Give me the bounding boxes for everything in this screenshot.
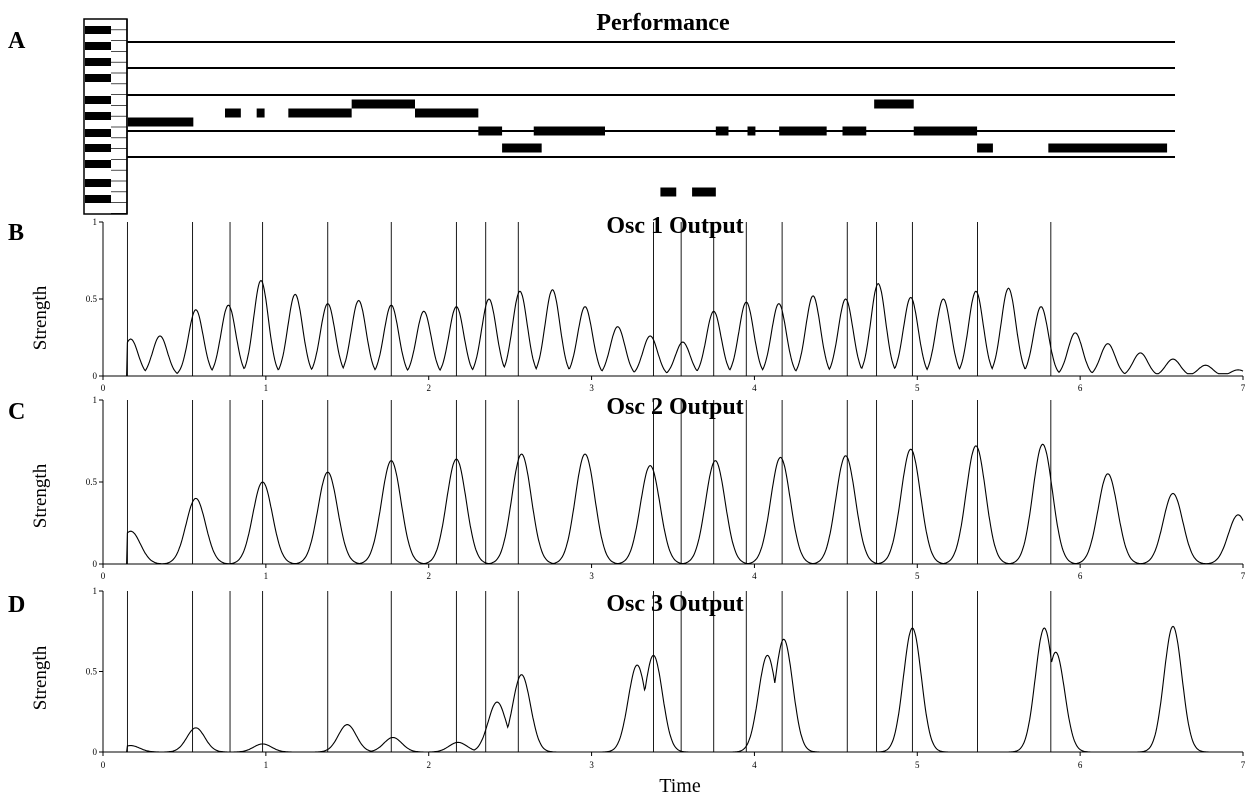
y-tick-label: 0.5	[86, 477, 98, 487]
panel-title-osc3: Osc 3 Output	[606, 591, 743, 617]
piano-keyboard	[83, 18, 128, 215]
x-tick-label: 2	[426, 760, 431, 770]
osc2-plot: 0 0.5 1 0 1 2 3 4 5 6 7	[86, 395, 1246, 581]
strength-curve	[103, 279, 1244, 377]
x-tick-label: 4	[752, 571, 757, 581]
note-bar	[533, 126, 605, 136]
x-tick-label: 1	[264, 571, 269, 581]
x-tick-label: 1	[264, 760, 269, 770]
x-tick-label: 0	[101, 760, 106, 770]
note-bar	[692, 187, 716, 197]
panel-title-performance: Performance	[596, 10, 730, 36]
panel-letter-a: A	[8, 28, 26, 54]
black-key	[85, 26, 111, 34]
x-tick-label: 7	[1241, 383, 1246, 393]
note-bar	[747, 126, 756, 136]
x-tick-label: 1	[264, 383, 269, 393]
black-key	[85, 112, 111, 120]
x-axis-label-time: Time	[659, 775, 701, 797]
osc1-panel: B Osc 1 Output Strength 0 0.5 1 0 1 2 3 4 5 6 7	[8, 213, 1246, 393]
y-tick-label: 0.5	[86, 294, 98, 304]
x-tick-label: 5	[915, 571, 920, 581]
x-tick-label: 6	[1078, 571, 1083, 581]
y-axis-label-osc2: Strength	[30, 463, 51, 528]
y-tick-label: 0	[93, 371, 98, 381]
x-tick-label: 4	[752, 760, 757, 770]
y-tick-label: 0.5	[86, 667, 98, 677]
x-tick-label: 3	[589, 571, 594, 581]
black-key	[85, 42, 111, 50]
x-tick-label: 7	[1241, 571, 1246, 581]
performance-panel: A Performance	[8, 10, 1175, 215]
note-bar	[128, 117, 194, 127]
note-bar	[351, 99, 415, 109]
note-bar	[256, 108, 265, 118]
x-tick-label: 5	[915, 383, 920, 393]
strength-curve	[103, 443, 1244, 565]
x-tick-label: 0	[101, 383, 106, 393]
panel-letter-b: B	[8, 220, 24, 246]
y-axis-label-osc3: Strength	[30, 645, 51, 710]
staff-lines	[127, 41, 1175, 158]
note-bar	[415, 108, 479, 118]
x-tick-label: 6	[1078, 383, 1083, 393]
panel-letter-c: C	[8, 399, 25, 425]
black-key	[85, 58, 111, 66]
note-bar	[478, 126, 503, 136]
y-tick-label: 0	[93, 747, 98, 757]
black-key	[85, 179, 111, 187]
note-bar	[288, 108, 352, 118]
black-key	[85, 96, 111, 104]
x-tick-label: 7	[1241, 760, 1246, 770]
note-bar	[874, 99, 914, 109]
y-tick-label: 1	[93, 395, 98, 405]
panel-title-osc2: Osc 2 Output	[606, 394, 743, 420]
black-key	[85, 160, 111, 168]
x-tick-label: 2	[426, 383, 431, 393]
note-bar	[1048, 143, 1168, 153]
black-key	[85, 195, 111, 203]
note-bar	[715, 126, 729, 136]
osc3-panel: D Osc 3 Output Strength 0 0.5 1 0 1 2 3 4 5 6 7 Ti…	[8, 586, 1246, 797]
panel-letter-d: D	[8, 592, 25, 618]
y-tick-label: 0	[93, 559, 98, 569]
note-bars	[128, 99, 1168, 197]
note-bar	[225, 108, 241, 118]
y-tick-label: 1	[93, 586, 98, 596]
black-key	[85, 144, 111, 152]
y-tick-label: 1	[93, 217, 98, 227]
osc3-plot: 0 0.5 1 0 1 2 3 4 5 6 7	[86, 586, 1246, 770]
x-tick-label: 5	[915, 760, 920, 770]
osc1-plot: 0 0.5 1 0 1 2 3 4 5 6 7	[86, 217, 1246, 393]
note-bar	[779, 126, 827, 136]
x-tick-label: 3	[589, 760, 594, 770]
note-bar	[842, 126, 867, 136]
x-tick-label: 2	[426, 571, 431, 581]
black-key	[85, 74, 111, 82]
x-tick-label: 4	[752, 383, 757, 393]
note-bar	[913, 126, 978, 136]
note-bar	[977, 143, 993, 153]
x-tick-label: 3	[589, 383, 594, 393]
panel-title-osc1: Osc 1 Output	[606, 213, 743, 239]
y-axis-label-osc1: Strength	[30, 285, 51, 350]
black-key	[85, 129, 111, 137]
x-tick-label: 0	[101, 571, 106, 581]
x-tick-label: 6	[1078, 760, 1083, 770]
strength-curve	[103, 625, 1243, 753]
osc2-panel: C Osc 2 Output Strength 0 0.5 1 0 1 2 3 4 5 6 7	[8, 394, 1246, 581]
note-bar	[502, 143, 542, 153]
note-bar	[660, 187, 677, 197]
